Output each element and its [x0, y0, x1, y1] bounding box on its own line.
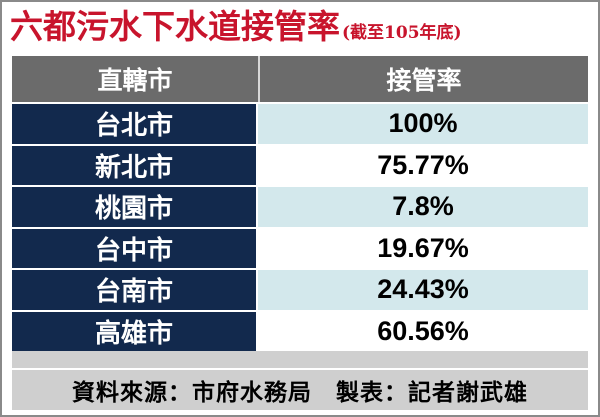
column-header-city: 直轄市: [12, 56, 260, 102]
city-cell: 台南市: [12, 270, 258, 310]
rate-cell: 100%: [258, 104, 588, 144]
page-subtitle: (截至105年底): [342, 23, 462, 43]
table-row: 高雄市 60.56%: [12, 309, 588, 351]
column-header-rate: 接管率: [386, 66, 462, 95]
rate-cell: 7.8%: [258, 187, 588, 227]
city-cell: 高雄市: [12, 311, 258, 351]
page-title: 六都污水下水道接管率: [10, 7, 340, 46]
table-row: 台北市 100%: [12, 102, 588, 144]
rate-cell: 75.77%: [258, 145, 588, 185]
rate-cell: 24.43%: [258, 270, 588, 310]
table-row: 台中市 19.67%: [12, 226, 588, 268]
table-row: 新北市 75.77%: [12, 143, 588, 185]
rate-cell: 60.56%: [258, 311, 588, 351]
city-cell: 台中市: [12, 228, 258, 268]
source-credit: 資料來源：市府水務局 製表：記者謝武雄: [12, 370, 588, 410]
data-table: 直轄市 接管率 台北市 100% 新北市 75.77% 桃園市 7.8% 台中市…: [12, 56, 588, 368]
city-cell: 桃園市: [12, 187, 258, 227]
title-row: 六都污水下水道接管率 (截至105年底): [10, 4, 462, 50]
rate-cell: 19.67%: [258, 228, 588, 268]
city-cell: 新北市: [12, 145, 258, 185]
city-cell: 台北市: [12, 104, 258, 144]
table-row: 桃園市 7.8%: [12, 185, 588, 227]
table-header: 直轄市 接管率: [12, 56, 588, 102]
table-row: 台南市 24.43%: [12, 268, 588, 310]
